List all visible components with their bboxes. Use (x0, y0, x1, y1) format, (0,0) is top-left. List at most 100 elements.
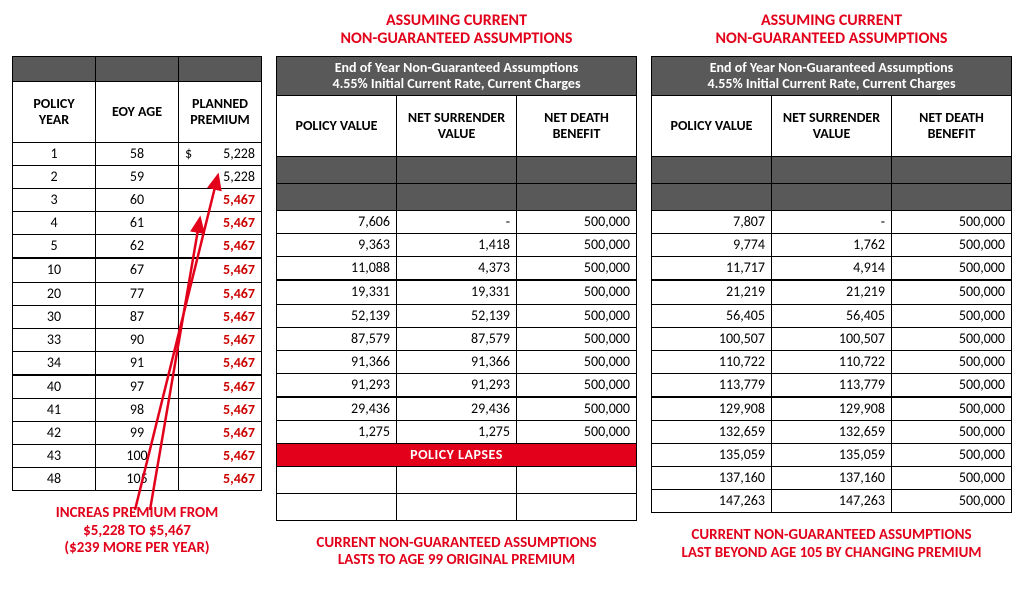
table-row (277, 467, 637, 494)
table-row: 132,659132,659500,000 (652, 421, 1012, 444)
gray-cell (397, 157, 517, 184)
gray-cell (892, 184, 1012, 211)
cell-premium: 5,467 (179, 468, 262, 491)
table-row: 11,0884,373500,000 (277, 257, 637, 281)
table-row: 52,13952,139500,000 (277, 304, 637, 327)
cell-net-surrender: 4,373 (397, 257, 517, 281)
band-l2: 4.55% Initial Current Rate, Current Char… (332, 75, 580, 92)
cell-eoy-age: 100 (96, 445, 179, 468)
cell-eoy-age: 105 (96, 468, 179, 491)
cell-eoy-age: 90 (96, 328, 179, 351)
cell-net-surrender: 137,160 (772, 467, 892, 490)
cell-policy-value: 9,363 (277, 234, 397, 257)
cell-net-surrender: 19,331 (397, 280, 517, 304)
gray-header-cell (96, 57, 179, 82)
cell-eoy-age: 98 (96, 399, 179, 422)
cell-premium: 5,467 (179, 235, 262, 259)
cell-net-death: 500,000 (892, 397, 1012, 421)
right-caption-l1: CURRENT NON-GUARANTEED ASSUMPTIONS (691, 526, 971, 544)
cell-policy-value: 147,263 (652, 490, 772, 513)
cell-policy-value: 110,722 (652, 350, 772, 373)
table-row: POLICY LAPSES (277, 444, 637, 467)
table-row: 1,2751,275500,000 (277, 421, 637, 444)
table-row: 100,507100,507500,000 (652, 327, 1012, 350)
cell-net-death: 500,000 (517, 234, 637, 257)
table-row: 91,36691,366500,000 (277, 350, 637, 373)
cell-net-surrender: 132,659 (772, 421, 892, 444)
cell-net-surrender: - (397, 211, 517, 234)
cell-net-surrender: 29,436 (397, 397, 517, 421)
table-row: 29,43629,436500,000 (277, 397, 637, 421)
cell-net-death: 500,000 (892, 444, 1012, 467)
cell-eoy-age: 99 (96, 422, 179, 445)
cell-policy-value: 29,436 (277, 397, 397, 421)
right-title-l1: ASSUMING CURRENT (761, 11, 902, 30)
page: POLICY YEAR EOY AGE PLANNED PREMIUM 158$… (0, 0, 1024, 580)
cell-net-death: 500,000 (892, 327, 1012, 350)
cell-eoy-age: 77 (96, 282, 179, 305)
cell-eoy-age: 59 (96, 166, 179, 189)
cell-policy-value: 21,219 (652, 280, 772, 304)
cell-net-death: 500,000 (892, 490, 1012, 513)
col-planned-premium: PLANNED PREMIUM (179, 82, 262, 143)
gray-cell (277, 157, 397, 184)
empty-cell (277, 494, 397, 521)
cell-policy-year: 4 (13, 212, 96, 235)
mid-title: ASSUMING CURRENT NON-GUARANTEED ASSUMPTI… (276, 10, 637, 50)
left-caption-l2: $5,228 TO $5,467 (83, 522, 191, 540)
cell-premium: 5,467 (179, 305, 262, 328)
gray-cell (772, 157, 892, 184)
cell-policy-year: 10 (13, 258, 96, 282)
table-row (652, 157, 1012, 184)
cell-policy-year: 30 (13, 305, 96, 328)
table-row: 41985,467 (13, 399, 262, 422)
table-row: 481055,467 (13, 468, 262, 491)
middle-column: ASSUMING CURRENT NON-GUARANTEED ASSUMPTI… (276, 10, 637, 570)
right-caption-l2: LAST BEYOND AGE 105 BY CHANGING PREMIUM (682, 544, 982, 562)
table-row (652, 184, 1012, 211)
band-l1: End of Year Non-Guaranteed Assumptions (335, 59, 579, 76)
gray-cell (277, 184, 397, 211)
left-caption: INCREAS PREMIUM FROM $5,228 TO $5,467 ($… (12, 505, 262, 557)
cell-eoy-age: 87 (96, 305, 179, 328)
cell-net-death: 500,000 (892, 421, 1012, 444)
col-net-death: NET DEATH BENEFIT (517, 96, 637, 157)
mid-caption-l1: CURRENT NON-GUARANTEED ASSUMPTIONS (316, 534, 596, 552)
col-net-surrender: NET SURRENDER VALUE (397, 96, 517, 157)
mid-caption: CURRENT NON-GUARANTEED ASSUMPTIONS LASTS… (276, 535, 637, 570)
premium-table: POLICY YEAR EOY AGE PLANNED PREMIUM 158$… (12, 56, 262, 491)
mid-table: End of Year Non-Guaranteed Assumptions 4… (276, 56, 637, 521)
table-row (277, 157, 637, 184)
mid-band-cell: End of Year Non-Guaranteed Assumptions 4… (277, 57, 637, 96)
right-title: ASSUMING CURRENT NON-GUARANTEED ASSUMPTI… (651, 10, 1012, 50)
table-row: 158$5,228 (13, 143, 262, 166)
right-title-l2: NON-GUARANTEED ASSUMPTIONS (715, 29, 947, 48)
cell-policy-value: 100,507 (652, 327, 772, 350)
cell-policy-value: 19,331 (277, 280, 397, 304)
cell-net-surrender: 52,139 (397, 304, 517, 327)
gray-cell (517, 184, 637, 211)
cell-premium: 5,467 (179, 445, 262, 468)
cell-policy-year: 41 (13, 399, 96, 422)
cell-premium: 5,467 (179, 422, 262, 445)
cell-net-death: 500,000 (517, 327, 637, 350)
gray-header-cell (179, 57, 262, 82)
cell-policy-value: 11,717 (652, 257, 772, 281)
cell-net-death: 500,000 (892, 257, 1012, 281)
gray-cell (517, 157, 637, 184)
cell-policy-value: 132,659 (652, 421, 772, 444)
gray-cell (772, 184, 892, 211)
table-row: 431005,467 (13, 445, 262, 468)
cell-eoy-age: 61 (96, 212, 179, 235)
gray-cell (652, 157, 772, 184)
cell-net-surrender: 91,366 (397, 350, 517, 373)
cell-net-death: 500,000 (517, 373, 637, 397)
cell-policy-value: 91,366 (277, 350, 397, 373)
cell-eoy-age: 58 (96, 143, 179, 166)
cell-policy-year: 5 (13, 235, 96, 259)
cell-policy-year: 48 (13, 468, 96, 491)
cell-policy-year: 34 (13, 351, 96, 375)
cell-policy-year: 43 (13, 445, 96, 468)
cell-premium: 5,467 (179, 399, 262, 422)
policy-lapses-banner: POLICY LAPSES (277, 444, 637, 467)
